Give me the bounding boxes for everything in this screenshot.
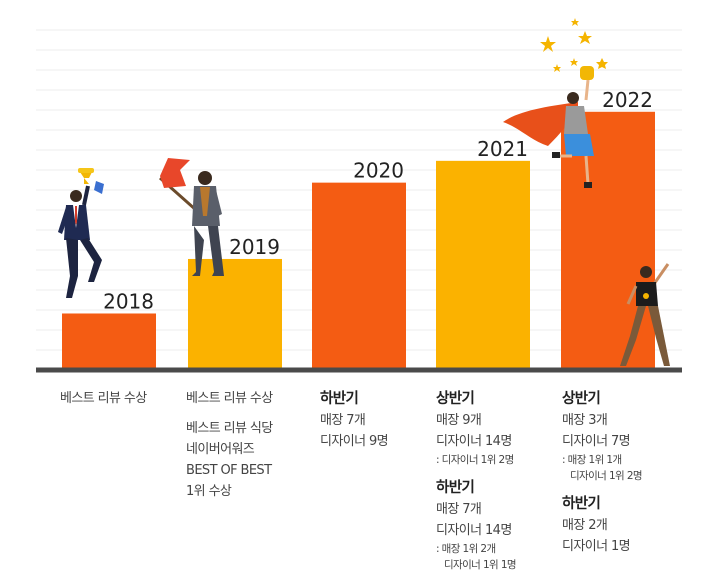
description-line: 매장 7개 (320, 413, 366, 428)
description-note: : 매장 1위 1개 (562, 454, 622, 466)
description-2021: 상반기 매장 9개 디자이너 14명: 디자이너 1위 2명 하반기 매장 7개 디자이너… (436, 388, 566, 573)
description-note: 디자이너 1위 2명 (570, 470, 643, 482)
year-label-2018: 2018 (103, 289, 154, 313)
description-line: 베스트 리뷰 식당 (186, 421, 273, 436)
description-line: 매장 7개 (436, 502, 482, 517)
description-line: 매장 3개 (562, 413, 608, 428)
period-heading: 하반기 (562, 496, 601, 512)
period-heading: 상반기 (562, 391, 601, 407)
description-line: 매장 9개 (436, 413, 482, 428)
bars (62, 111, 655, 368)
year-label-2021: 2021 (477, 137, 528, 161)
description-line: 1위 수상 (186, 484, 232, 499)
description-line: 디자이너 9명 (320, 434, 389, 449)
year-label-2020: 2020 (353, 159, 404, 183)
stars-icon (540, 18, 608, 72)
description-note: : 매장 1위 2개 (436, 543, 496, 555)
description-note: : 디자이너 1위 2명 (436, 454, 514, 466)
block-gap (562, 484, 692, 493)
period-heading: 하반기 (436, 480, 475, 496)
businessman-with-trophy-icon (58, 168, 104, 298)
period-heading: 하반기 (320, 391, 359, 407)
description-line: 디자이너 14명 (436, 523, 512, 538)
year-label-2022: 2022 (602, 88, 653, 112)
description-line: 네이버어워즈 (186, 442, 255, 457)
block-gap (436, 468, 566, 477)
description-line: 디자이너 7명 (562, 434, 631, 449)
bar-2018 (62, 313, 156, 368)
businessman-with-flag-icon (159, 158, 224, 276)
description-line: 베스트 리뷰 수상 (60, 391, 147, 406)
description-line: 디자이너 14명 (436, 434, 512, 449)
description-line: 베스트 리뷰 수상 (186, 391, 273, 406)
description-line: BEST OF BEST (186, 463, 272, 478)
bar-2020 (312, 182, 406, 368)
description-line: 디자이너 1명 (562, 539, 631, 554)
man-with-medal-icon (620, 263, 670, 366)
year-labels: 2018 2019 2020 2021 2022 (103, 88, 653, 314)
bar-2021 (436, 160, 530, 368)
year-label-2019: 2019 (229, 235, 280, 259)
block-gap (186, 409, 316, 418)
period-heading: 상반기 (436, 391, 475, 407)
bar-2019 (188, 258, 282, 368)
description-2018: 베스트 리뷰 수상 (60, 388, 190, 409)
description-line: 매장 2개 (562, 518, 608, 533)
superhero-woman-with-trophy-icon (503, 66, 594, 188)
description-note: 디자이너 1위 1명 (444, 559, 517, 571)
